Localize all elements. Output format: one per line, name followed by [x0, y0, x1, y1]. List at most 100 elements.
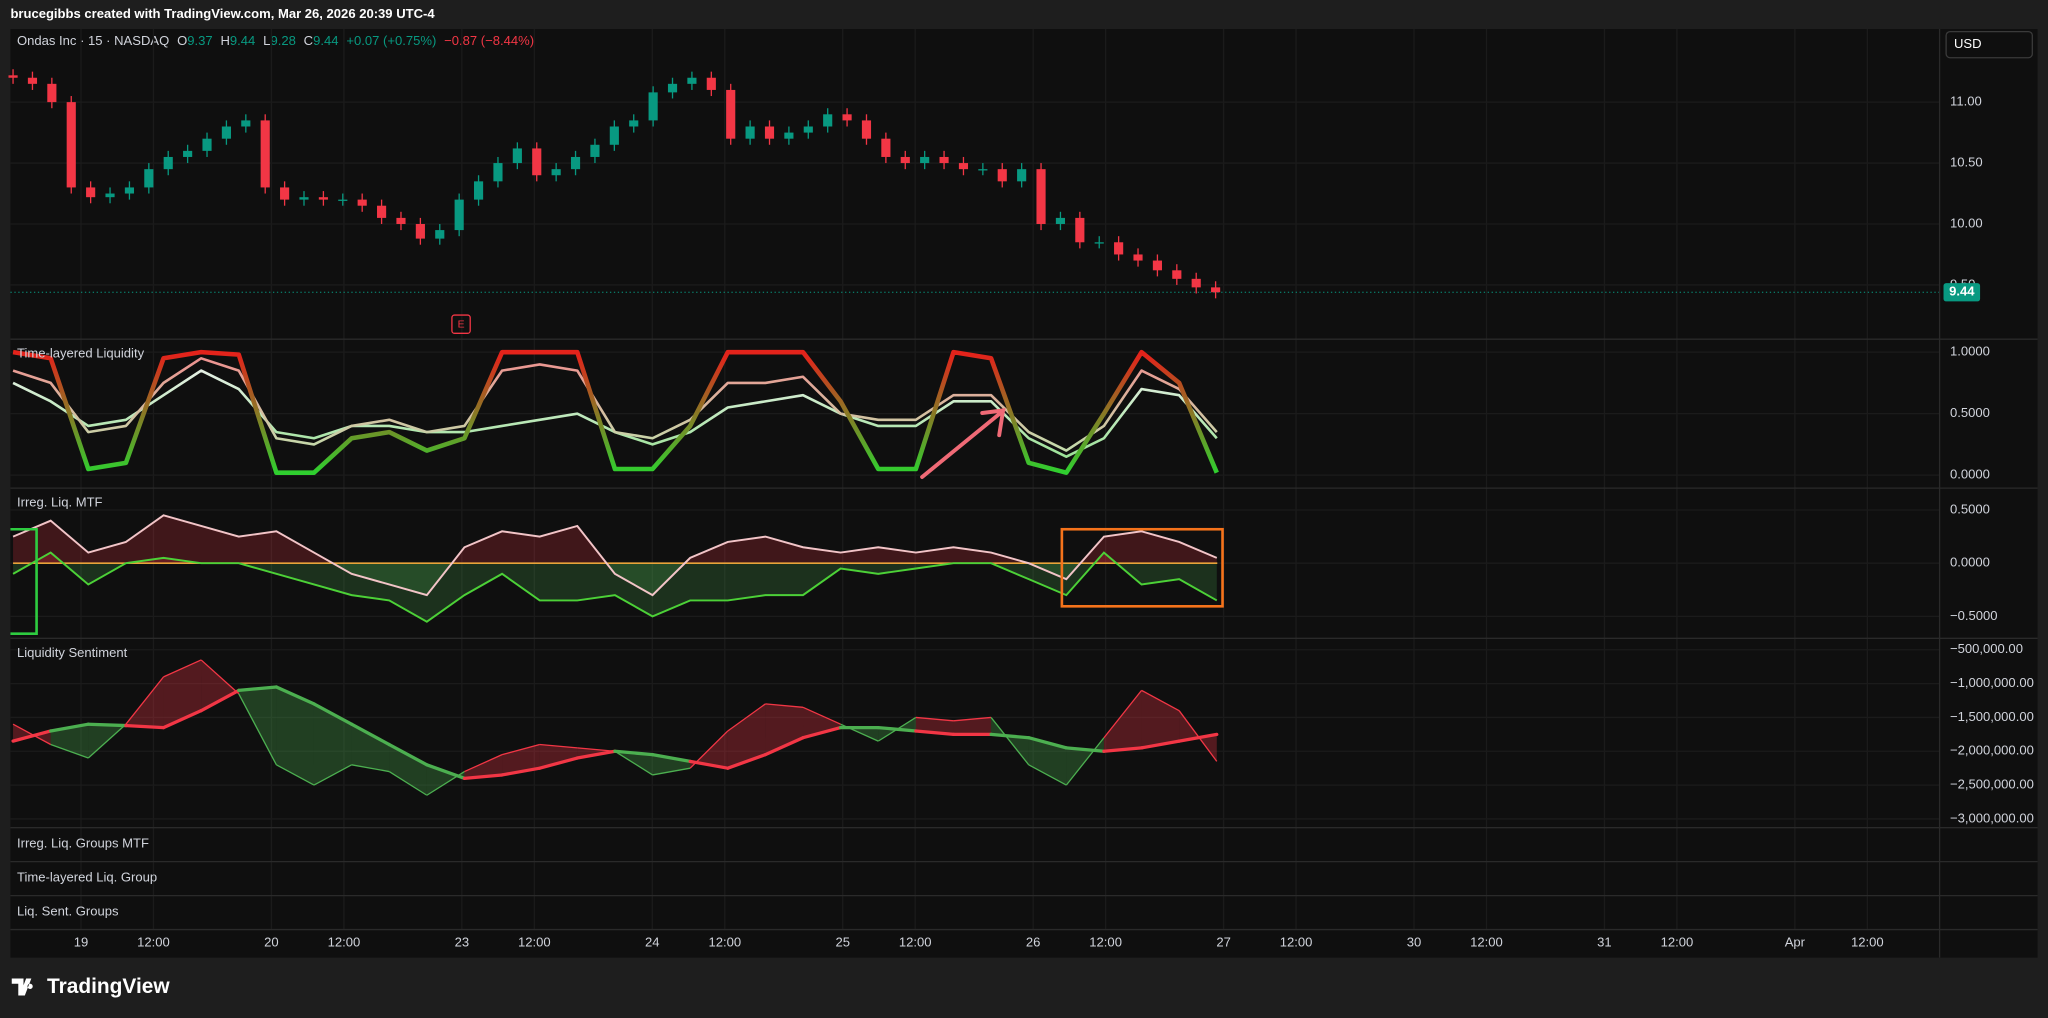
open-label: O — [177, 34, 187, 49]
slow-line — [538, 756, 579, 770]
fast-line — [1028, 764, 1067, 786]
slow-line — [49, 722, 90, 733]
time-tick-label: 12:00 — [1089, 935, 1122, 950]
fast-line — [802, 706, 841, 725]
fast-line — [915, 716, 954, 722]
session-change: −0.87 (−8.44%) — [444, 34, 534, 49]
candle-body — [1075, 217, 1085, 243]
candle-body — [299, 197, 309, 200]
slow-line — [1102, 746, 1144, 753]
last-price-label: 9.44 — [1949, 284, 1975, 299]
indicator-line — [12, 551, 1218, 623]
candle-body — [27, 77, 38, 84]
candle-body — [144, 169, 154, 188]
cloud-fill — [1028, 737, 1067, 786]
cloud-fill — [50, 724, 89, 759]
y-tick-label: 10.50 — [1950, 155, 1983, 170]
time-tick-label: 20 — [264, 935, 279, 950]
fast-line — [87, 723, 127, 759]
candle-body — [551, 169, 561, 176]
close-label: C — [304, 34, 313, 49]
arrow-annotation — [920, 408, 1006, 479]
y-tick-label: −3,000,000.00 — [1950, 810, 2034, 825]
time-tick-label: 12:00 — [1851, 935, 1884, 950]
y-tick-label: 0.0000 — [1950, 555, 1990, 570]
slow-line — [425, 763, 467, 780]
cloud-fill — [1141, 690, 1180, 748]
candle-body — [590, 144, 600, 157]
candle-body — [183, 150, 193, 157]
y-tick-label: −500,000.00 — [1950, 641, 2023, 656]
cloud-fill — [389, 744, 427, 796]
candle-body — [764, 126, 775, 139]
fast-line — [163, 659, 202, 678]
slow-line — [199, 688, 241, 713]
candle-body — [667, 83, 678, 93]
candle-body — [920, 156, 930, 164]
candle-body — [881, 138, 891, 157]
time-tick-label: 25 — [835, 935, 850, 950]
low-value: 9.28 — [270, 34, 295, 49]
fast-line — [388, 771, 428, 796]
candle-body — [124, 187, 135, 194]
cloud-fill — [953, 717, 992, 735]
indicator-line — [12, 357, 1218, 452]
slow-line — [876, 725, 918, 733]
fast-line — [12, 723, 51, 746]
candle-body — [726, 89, 736, 139]
cloud-fill — [614, 751, 653, 775]
fast-line — [238, 693, 277, 766]
y-tick-label: −1,500,000.00 — [1950, 709, 2034, 724]
candle-body — [202, 138, 212, 151]
slow-line — [726, 753, 768, 770]
cloud-fill — [313, 703, 352, 786]
candle-body — [1191, 278, 1201, 288]
fast-line — [351, 764, 390, 773]
slow-line — [763, 736, 805, 757]
fast-line — [1065, 737, 1105, 786]
slow-line — [387, 742, 429, 767]
y-tick-label: 11.00 — [1950, 94, 1982, 109]
candle-body — [629, 120, 639, 127]
candle-body — [1017, 169, 1027, 182]
low-label: L — [263, 34, 270, 49]
fast-line — [765, 703, 804, 708]
slow-line — [650, 753, 692, 764]
slow-line — [801, 725, 843, 740]
slow-line — [462, 773, 504, 780]
indicator-line — [12, 514, 1218, 597]
candle-body — [415, 223, 425, 239]
candle-body — [532, 148, 542, 176]
candle-body — [784, 132, 794, 139]
time-tick-label: 12:00 — [518, 935, 551, 950]
area-fill-negative — [13, 563, 1217, 622]
symbol: Ondas Inc · 15 · NASDAQ — [17, 34, 169, 49]
cloud-fill — [276, 686, 314, 786]
y-tick-label: 0.5000 — [1950, 501, 1990, 516]
slow-line — [1139, 739, 1181, 750]
y-tick-label: 1.0000 — [1950, 344, 1990, 359]
fast-line — [501, 743, 540, 756]
collapsed-pane-title: Time-layered Liq. Group — [17, 869, 157, 884]
candle-body — [978, 169, 988, 171]
fast-line — [50, 743, 89, 759]
pane-title: Irreg. Liq. MTF — [17, 495, 103, 510]
currency-button[interactable] — [1945, 30, 2033, 59]
last-price-box — [1943, 283, 1981, 302]
slow-line — [1177, 732, 1219, 743]
candle-body — [473, 181, 484, 200]
currency: USD — [1954, 36, 1982, 51]
box-annotation — [1060, 527, 1224, 608]
fast-line — [313, 764, 352, 786]
candle-body — [241, 120, 251, 127]
slow-line — [274, 685, 316, 706]
y-tick-label: −0.5000 — [1950, 608, 1998, 623]
change: +0.07 (+0.75%) — [346, 34, 436, 49]
slow-line — [1027, 736, 1068, 750]
candle-body — [706, 77, 716, 90]
candle-body — [1036, 169, 1046, 224]
cloud-fill — [163, 659, 202, 728]
candle-body — [803, 126, 813, 133]
